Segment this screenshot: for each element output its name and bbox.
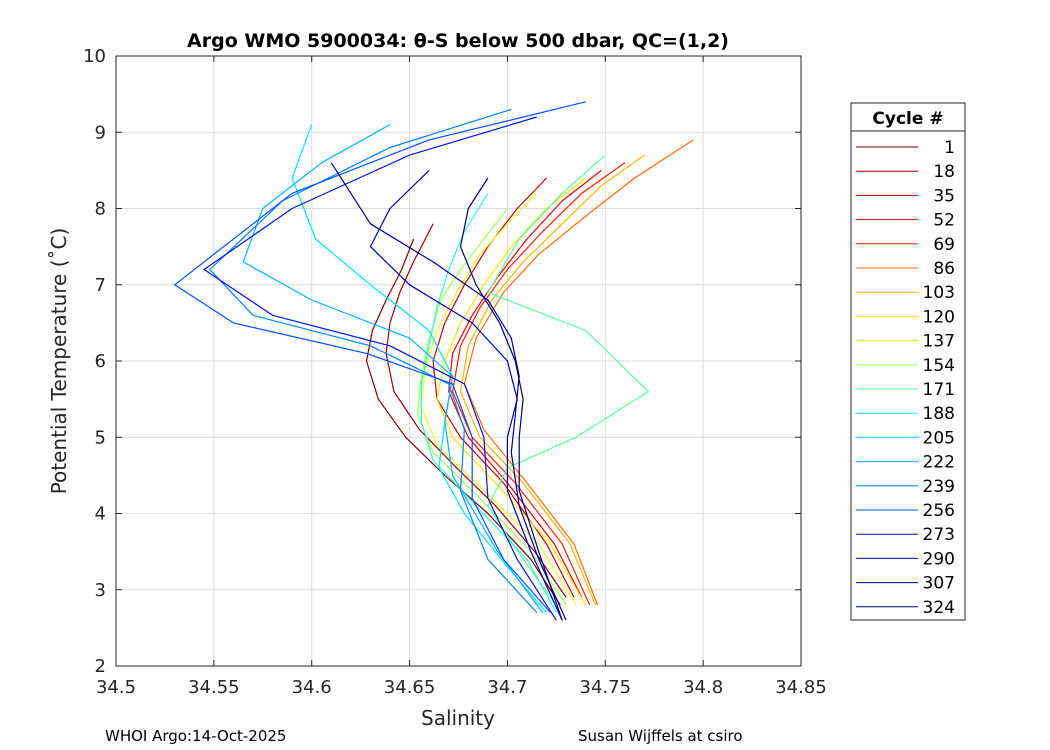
- series-line-cycle-307: [330, 162, 567, 621]
- legend-label-188: 188: [923, 404, 955, 424]
- series-line-cycle-69: [452, 162, 626, 606]
- x-tick-label: 34.65: [384, 677, 436, 698]
- y-tick-label: 7: [95, 275, 106, 296]
- legend-label-205: 205: [923, 428, 955, 448]
- series-line-cycle-86: [463, 139, 694, 606]
- x-tick-label: 34.7: [487, 677, 527, 698]
- legend-label-69: 69: [933, 235, 955, 255]
- y-tick-label: 4: [95, 504, 106, 525]
- legend-label-290: 290: [923, 549, 955, 569]
- legend-label-273: 273: [923, 525, 955, 545]
- y-tick-label: 3: [95, 580, 106, 601]
- y-axis-ticks: 2 3 4 5 6 7 8 9 10: [83, 46, 801, 677]
- y-tick-label: 8: [95, 199, 106, 220]
- legend-label-86: 86: [933, 259, 955, 279]
- legend-label-256: 256: [923, 501, 955, 521]
- legend-label-239: 239: [923, 477, 955, 497]
- footer-right: Susan Wijffels at csiro: [578, 727, 743, 745]
- y-tick-label: 9: [95, 122, 106, 143]
- x-axis-ticks: 34.5 34.55 34.6 34.65 34.7 34.75 34.8 34.85: [96, 56, 827, 698]
- footer-left: WHOI Argo:14-Oct-2025: [105, 727, 286, 745]
- y-tick-label: 5: [95, 427, 106, 448]
- x-tick-label: 34.55: [188, 677, 240, 698]
- legend-label-1: 1: [944, 138, 955, 158]
- legend-label-171: 171: [923, 380, 955, 400]
- series-line-cycle-222: [242, 124, 544, 613]
- legend-entries: 1 18 35 52 69 86 103 120 137 154 171 188 205 222 239 25…: [856, 138, 955, 618]
- x-tick-label: 34.8: [683, 677, 723, 698]
- legend-label-154: 154: [923, 356, 955, 376]
- y-tick-label: 2: [95, 656, 106, 677]
- series-line-cycle-188: [420, 192, 557, 613]
- legend-label-307: 307: [923, 574, 955, 594]
- series-line-cycle-103: [459, 154, 645, 606]
- x-tick-label: 34.75: [580, 677, 632, 698]
- chart-title: Argo WMO 5900034: θ-S below 500 dbar, QC…: [187, 30, 729, 52]
- x-tick-label: 34.6: [292, 677, 332, 698]
- series-line-cycle-18: [385, 223, 567, 598]
- series-line-cycle-137: [420, 192, 577, 606]
- legend-label-103: 103: [923, 283, 955, 303]
- series-line-cycle-273: [203, 116, 557, 621]
- series-line-cycle-256: [174, 101, 586, 613]
- x-axis-label: Salinity: [421, 706, 495, 730]
- y-tick-label: 6: [95, 351, 106, 372]
- legend-title: Cycle #: [872, 109, 943, 129]
- y-tick-label: 10: [83, 46, 106, 67]
- x-tick-label: 34.85: [775, 677, 827, 698]
- series-line-cycle-290: [369, 169, 563, 621]
- series-lines: [174, 101, 694, 621]
- x-tick-label: 34.5: [96, 677, 136, 698]
- legend-label-137: 137: [923, 332, 955, 352]
- series-line-cycle-324: [459, 177, 563, 621]
- legend-label-52: 52: [933, 211, 955, 231]
- legend-label-222: 222: [923, 453, 955, 473]
- legend-label-35: 35: [933, 186, 955, 206]
- legend: Cycle # 1 18 35 52 69 86 103 120 137 154 171 188 205…: [850, 102, 966, 621]
- y-axis-label: Potential Temperature (˚C): [47, 228, 71, 495]
- legend-label-18: 18: [933, 162, 955, 182]
- legend-label-324: 324: [923, 598, 955, 618]
- legend-label-120: 120: [923, 307, 955, 327]
